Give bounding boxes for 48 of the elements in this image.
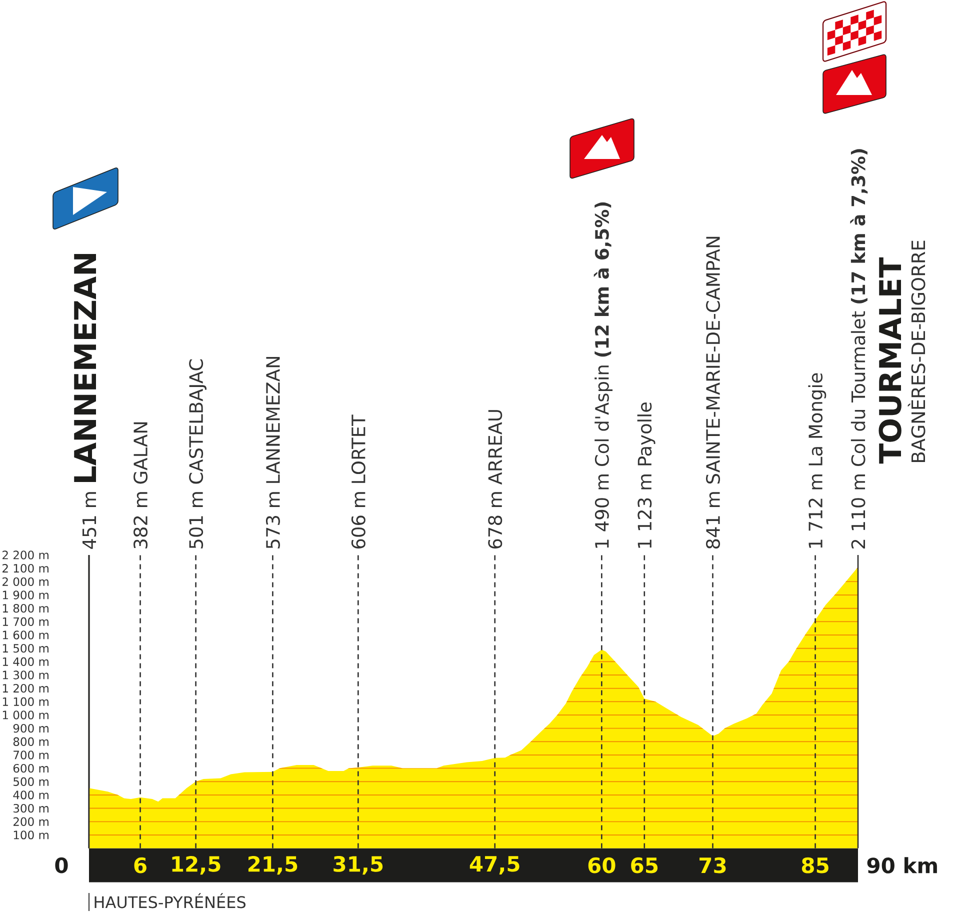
y-tick-label: 400 m: [13, 790, 48, 800]
text: LANNEMEZAN: [74, 254, 96, 482]
text: TOURMALET: [878, 257, 902, 464]
y-tick-label: 1 900 m: [2, 590, 48, 600]
x-tick-label: 65: [631, 857, 658, 874]
text: 0: [55, 857, 68, 874]
y-tick-label: 1 400 m: [2, 657, 48, 666]
y-tick-label: 1 200 m: [2, 684, 48, 693]
y-tick-label: 1 500 m: [2, 644, 48, 653]
y-tick-label: 100 m: [14, 830, 48, 840]
x-tick-label: 47,5: [470, 856, 520, 874]
x-tick-label: 73: [700, 857, 726, 874]
x-tick-label: 85: [802, 857, 828, 874]
text: BAGNÈRES-DE-BIGORRE: [908, 240, 926, 462]
ref-line-label: 678 m ARREAU: [488, 410, 502, 549]
ref-line-label: 1 712 m La Mongie: [808, 373, 826, 548]
y-tick-label: 1 100 m: [2, 697, 48, 706]
x-tick-label: 21,5: [248, 856, 298, 875]
y-tick-label: 2 200 m: [2, 550, 48, 560]
y-tick-label: 1 800 m: [2, 604, 48, 613]
ref-line-label: 841 m SAINTE-MARIE-DE-CAMPAN: [706, 236, 720, 549]
ref-line-label: 2 110 m Col du Tourmalet (17 km à 7,3%): [850, 149, 868, 548]
y-tick-label: 200 m: [14, 817, 48, 826]
y-tick-label: 700 m: [14, 750, 48, 760]
x-tick-label: 12,5: [172, 856, 220, 875]
y-tick-label: 1 600 m: [2, 630, 48, 640]
ref-line-label: 1 123 m Payolle: [637, 402, 656, 548]
x-tick-label: 6: [134, 857, 146, 874]
y-tick-label: 1 700 m: [2, 617, 48, 626]
text: 90 km: [867, 857, 937, 874]
ref-line-label: 501 m CASTELBAJAC: [189, 359, 207, 548]
x-tick-label: 31,5: [334, 856, 383, 875]
y-tick-label: 500 m: [14, 777, 48, 786]
ref-line-label: 573 m LANNEMEZAN: [266, 356, 280, 548]
y-tick-label: 800 m: [13, 737, 48, 746]
y-tick-label: 300 m: [14, 804, 48, 813]
y-tick-label: 2 000 m: [2, 577, 48, 586]
text: HAUTES-PYRÉNÉES: [94, 893, 246, 908]
ref-line-label: 1 490 m Col d'Aspin (12 km à 6,5%): [594, 202, 613, 548]
x-tick-label: 60: [588, 857, 616, 874]
ref-line-label: 606 m LORTET: [351, 414, 366, 549]
y-tick-label: 1 300 m: [2, 670, 48, 680]
y-tick-label: 900 m: [13, 724, 48, 733]
ref-line-label: 451 m: [82, 492, 96, 549]
y-tick-label: 600 m: [13, 764, 48, 773]
y-tick-label: 1 000 m: [2, 710, 48, 720]
ref-line-label: 382 m GALAN: [134, 422, 148, 548]
y-tick-label: 2 100 m: [2, 564, 48, 573]
